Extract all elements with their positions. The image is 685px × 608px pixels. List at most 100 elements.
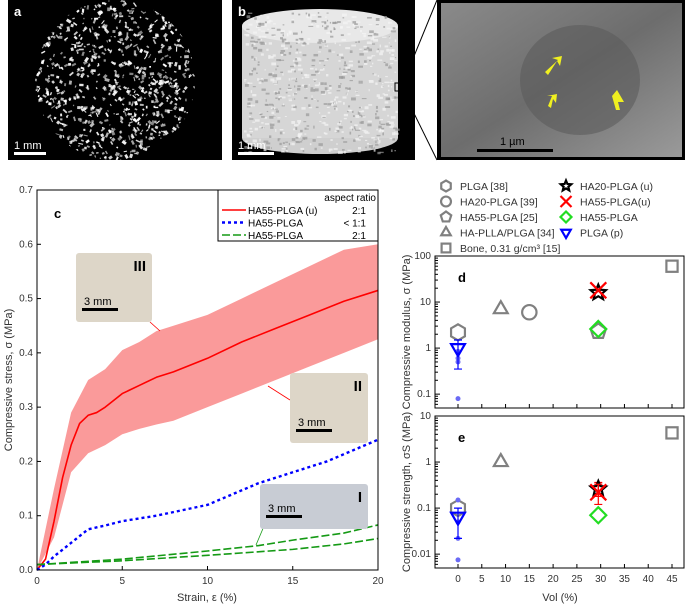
pore-wall bbox=[127, 123, 131, 127]
pore-wall bbox=[119, 120, 124, 124]
scaffold-texture bbox=[376, 32, 380, 34]
pore-wall bbox=[140, 139, 143, 142]
scaffold-texture bbox=[310, 14, 316, 16]
scaffold-texture bbox=[379, 118, 383, 121]
scaffold-texture bbox=[247, 12, 253, 14]
pore-wall bbox=[148, 53, 152, 59]
pore-wall bbox=[51, 67, 54, 69]
pore-wall bbox=[111, 127, 116, 133]
scaffold-texture bbox=[354, 124, 358, 127]
scaffold-texture bbox=[295, 51, 299, 54]
pore-wall bbox=[73, 35, 78, 40]
scaffold-texture bbox=[269, 123, 275, 127]
pore-wall bbox=[121, 140, 127, 146]
pore-wall bbox=[83, 45, 86, 48]
scaffold-texture bbox=[327, 103, 333, 106]
scaffold-texture bbox=[337, 151, 343, 154]
scaffold-texture bbox=[394, 57, 397, 59]
scaffold-texture bbox=[394, 39, 397, 43]
panel-label-c: c bbox=[54, 206, 61, 221]
scaffold-texture bbox=[338, 85, 341, 88]
scaffold-texture bbox=[281, 96, 286, 99]
scaffold-texture bbox=[285, 91, 288, 94]
pore-wall bbox=[95, 112, 99, 118]
pore-wall bbox=[75, 93, 79, 97]
scaffold-texture bbox=[343, 117, 347, 120]
pore-wall bbox=[114, 154, 118, 157]
pore-wall bbox=[97, 110, 101, 116]
scaffold-texture bbox=[250, 70, 252, 74]
scaffold-texture bbox=[254, 127, 257, 131]
panel-label-a: a bbox=[14, 4, 22, 19]
scaffold-texture bbox=[391, 86, 393, 88]
pore-wall bbox=[161, 27, 165, 30]
pore-wall bbox=[133, 90, 136, 94]
pore-wall bbox=[116, 146, 119, 149]
scaffold-texture bbox=[252, 67, 257, 71]
scaffold-texture bbox=[249, 112, 253, 115]
pore-wall bbox=[78, 34, 81, 37]
scaffold-texture bbox=[291, 108, 296, 111]
pore-wall bbox=[54, 62, 59, 68]
pore-wall bbox=[69, 140, 73, 145]
scaffold-texture bbox=[311, 98, 314, 100]
y-tick-label: 1 bbox=[425, 343, 431, 354]
pore-wall bbox=[154, 97, 159, 103]
series-line-2 bbox=[36, 524, 379, 566]
scaffold-texture bbox=[361, 48, 367, 50]
scaffold-texture bbox=[379, 78, 382, 81]
pore-wall bbox=[129, 39, 132, 42]
scaffold-texture bbox=[386, 123, 391, 126]
scaffold-texture bbox=[277, 120, 281, 123]
scaffold-texture bbox=[365, 139, 368, 141]
pore-wall bbox=[149, 72, 155, 76]
scaffold-texture bbox=[295, 141, 299, 143]
scaffold-texture bbox=[283, 54, 287, 56]
scaffold-texture bbox=[363, 51, 368, 53]
scaffold-texture bbox=[291, 121, 295, 124]
scaffold-texture bbox=[291, 20, 295, 24]
scaffold-texture bbox=[335, 127, 340, 130]
x-tick-label: 5 bbox=[479, 574, 485, 585]
pore-wall bbox=[94, 52, 98, 56]
scaffold-texture bbox=[266, 16, 270, 19]
pore-wall bbox=[161, 69, 165, 72]
scaffold-texture bbox=[326, 106, 330, 108]
pore-wall bbox=[152, 36, 157, 39]
scaffold-texture bbox=[326, 19, 329, 22]
pore-wall bbox=[81, 134, 84, 137]
pore-wall bbox=[108, 92, 111, 95]
square-marker bbox=[665, 426, 679, 440]
scaffold-texture bbox=[319, 60, 324, 62]
scaffold-texture bbox=[293, 124, 299, 127]
pore-wall bbox=[135, 151, 140, 155]
pore-wall bbox=[56, 75, 60, 79]
square-marker bbox=[440, 242, 452, 254]
scaffold-texture bbox=[285, 150, 288, 153]
pore-wall bbox=[141, 70, 146, 75]
scaffold-texture bbox=[388, 66, 392, 69]
pore-wall bbox=[146, 145, 151, 148]
scaffold-texture bbox=[309, 143, 312, 146]
scaffold-texture bbox=[279, 128, 284, 131]
scaffold-texture bbox=[363, 62, 368, 65]
arrow-icons bbox=[545, 56, 624, 110]
pore-wall bbox=[47, 41, 51, 46]
scaffold-texture bbox=[395, 128, 400, 131]
panel-c-chart: III 3 mm II 3 mm I 3 mm 0.0 0.1 0.2 0.3 0.4 0.5 0.6 0… bbox=[3, 185, 384, 604]
pore-wall bbox=[82, 109, 87, 113]
scaffold-texture bbox=[361, 32, 367, 35]
scaffold-texture bbox=[371, 55, 376, 57]
pore-wall bbox=[154, 120, 157, 124]
pore-wall bbox=[110, 35, 112, 38]
scaffold-texture bbox=[361, 120, 364, 124]
pore-wall bbox=[90, 111, 92, 114]
scaffold-texture bbox=[391, 99, 393, 102]
scaffold-texture bbox=[394, 26, 398, 29]
scaffold-texture bbox=[275, 91, 280, 95]
pore-wall bbox=[123, 1, 127, 5]
pore-wall bbox=[91, 110, 97, 113]
pore-wall bbox=[81, 148, 85, 152]
scaffold-texture bbox=[295, 38, 299, 41]
scaffold-texture bbox=[266, 142, 271, 145]
